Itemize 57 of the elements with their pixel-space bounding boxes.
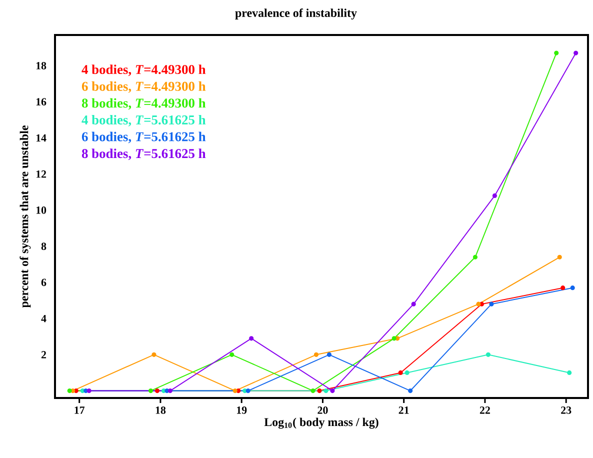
x-tick-label: 17	[74, 406, 85, 414]
text: 4 bodies, T=5.61625 h	[82, 115, 206, 126]
x-tick-label: 18	[156, 406, 166, 414]
x-tick-label: 21	[398, 406, 409, 414]
point	[148, 388, 154, 394]
y-tick-label: 16	[36, 98, 46, 106]
point	[554, 50, 559, 56]
y-tick-label: 12	[36, 170, 46, 178]
y-tick-label: 10	[36, 206, 46, 214]
y-tick-label: 18	[36, 62, 46, 70]
text: 6 bodies, T=4.49300 h	[82, 81, 206, 93]
point	[330, 388, 335, 394]
point	[314, 352, 319, 357]
x-axis-title: Log$_{10}$( body mass / kg)	[264, 418, 378, 429]
point	[317, 388, 322, 394]
point	[392, 336, 396, 341]
point	[560, 286, 566, 290]
point	[310, 388, 316, 394]
y-tick-label: 14	[36, 134, 46, 142]
point	[154, 388, 160, 394]
point	[249, 336, 254, 341]
point	[476, 302, 481, 306]
point	[232, 388, 238, 394]
point	[326, 352, 332, 357]
point	[574, 50, 578, 56]
point	[489, 302, 494, 306]
point	[472, 254, 478, 260]
point	[324, 388, 328, 394]
point	[398, 370, 403, 376]
text: 8 bodies, T=5.61625 h	[82, 148, 206, 160]
point	[152, 352, 156, 357]
x-tick-label: 22	[480, 406, 490, 414]
point	[408, 388, 413, 394]
point	[411, 302, 416, 306]
x-tick-label: 20	[318, 406, 328, 414]
point	[557, 254, 562, 260]
text: 8 bodies, T=4.49300 h	[82, 98, 206, 110]
chart-title: prevalence of instability	[235, 8, 357, 20]
point	[486, 352, 491, 357]
y-tick-label: 4	[41, 314, 46, 322]
point	[492, 193, 497, 198]
y-axis-title: percent of systems that are unstable	[20, 126, 31, 308]
y-tick-label: 6	[41, 278, 46, 286]
point	[86, 388, 92, 394]
point	[230, 352, 234, 357]
point	[168, 388, 172, 394]
point	[567, 370, 572, 376]
point	[67, 388, 72, 394]
y-tick-label: 8	[41, 242, 46, 250]
point	[404, 370, 410, 376]
x-tick-label: 19	[236, 406, 247, 414]
y-tick-label: 2	[41, 351, 46, 358]
text: 6 bodies, T=5.61625 h	[82, 132, 206, 144]
point	[246, 388, 250, 394]
point	[570, 286, 575, 290]
text: 4 bodies, T=4.49300 h	[82, 64, 206, 76]
x-tick-label: 23	[561, 406, 572, 414]
